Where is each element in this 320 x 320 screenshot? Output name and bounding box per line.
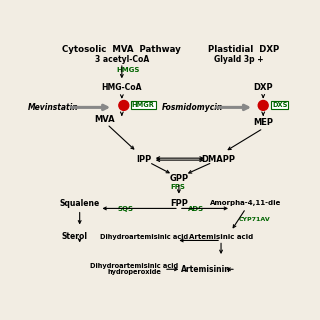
Text: FPP: FPP <box>170 199 188 208</box>
Text: HMG-CoA: HMG-CoA <box>101 83 142 92</box>
Text: HMGR: HMGR <box>132 102 155 108</box>
Text: CYP71AV: CYP71AV <box>239 217 270 222</box>
Text: DXP: DXP <box>253 83 273 92</box>
Text: Plastidial  DXP: Plastidial DXP <box>208 45 279 54</box>
Text: Mevinstatin: Mevinstatin <box>28 103 79 112</box>
Text: ADS: ADS <box>188 206 204 212</box>
Text: 3 acetyl-CoA: 3 acetyl-CoA <box>95 55 149 64</box>
Text: Amorpha-4,11-die: Amorpha-4,11-die <box>210 201 282 206</box>
Text: DXS: DXS <box>272 102 287 108</box>
Text: Dihydroartemisinic acid: Dihydroartemisinic acid <box>90 263 178 269</box>
Circle shape <box>119 100 129 110</box>
Circle shape <box>258 100 268 110</box>
Text: MVA: MVA <box>94 115 115 124</box>
Text: Artemisinic acid: Artemisinic acid <box>189 234 253 240</box>
Text: MEP: MEP <box>253 118 273 127</box>
Text: Glyald 3p +: Glyald 3p + <box>214 55 263 64</box>
Text: Fosmidomycin: Fosmidomycin <box>162 103 223 112</box>
Text: SQS: SQS <box>117 206 133 212</box>
Text: Artemisinin: Artemisinin <box>181 265 231 274</box>
Text: FPS: FPS <box>170 184 185 190</box>
Text: Cytosolic  MVA  Pathway: Cytosolic MVA Pathway <box>62 45 181 54</box>
Text: HMGS: HMGS <box>116 68 140 73</box>
Text: Sterol: Sterol <box>62 232 88 241</box>
Text: DMAPP: DMAPP <box>202 155 236 164</box>
Text: IPP: IPP <box>137 155 152 164</box>
Text: Squalene: Squalene <box>60 199 100 208</box>
Text: GPP: GPP <box>169 174 188 183</box>
Text: Dihydroartemisinic acid: Dihydroartemisinic acid <box>100 234 188 240</box>
Text: hydroperoxide: hydroperoxide <box>107 269 161 276</box>
